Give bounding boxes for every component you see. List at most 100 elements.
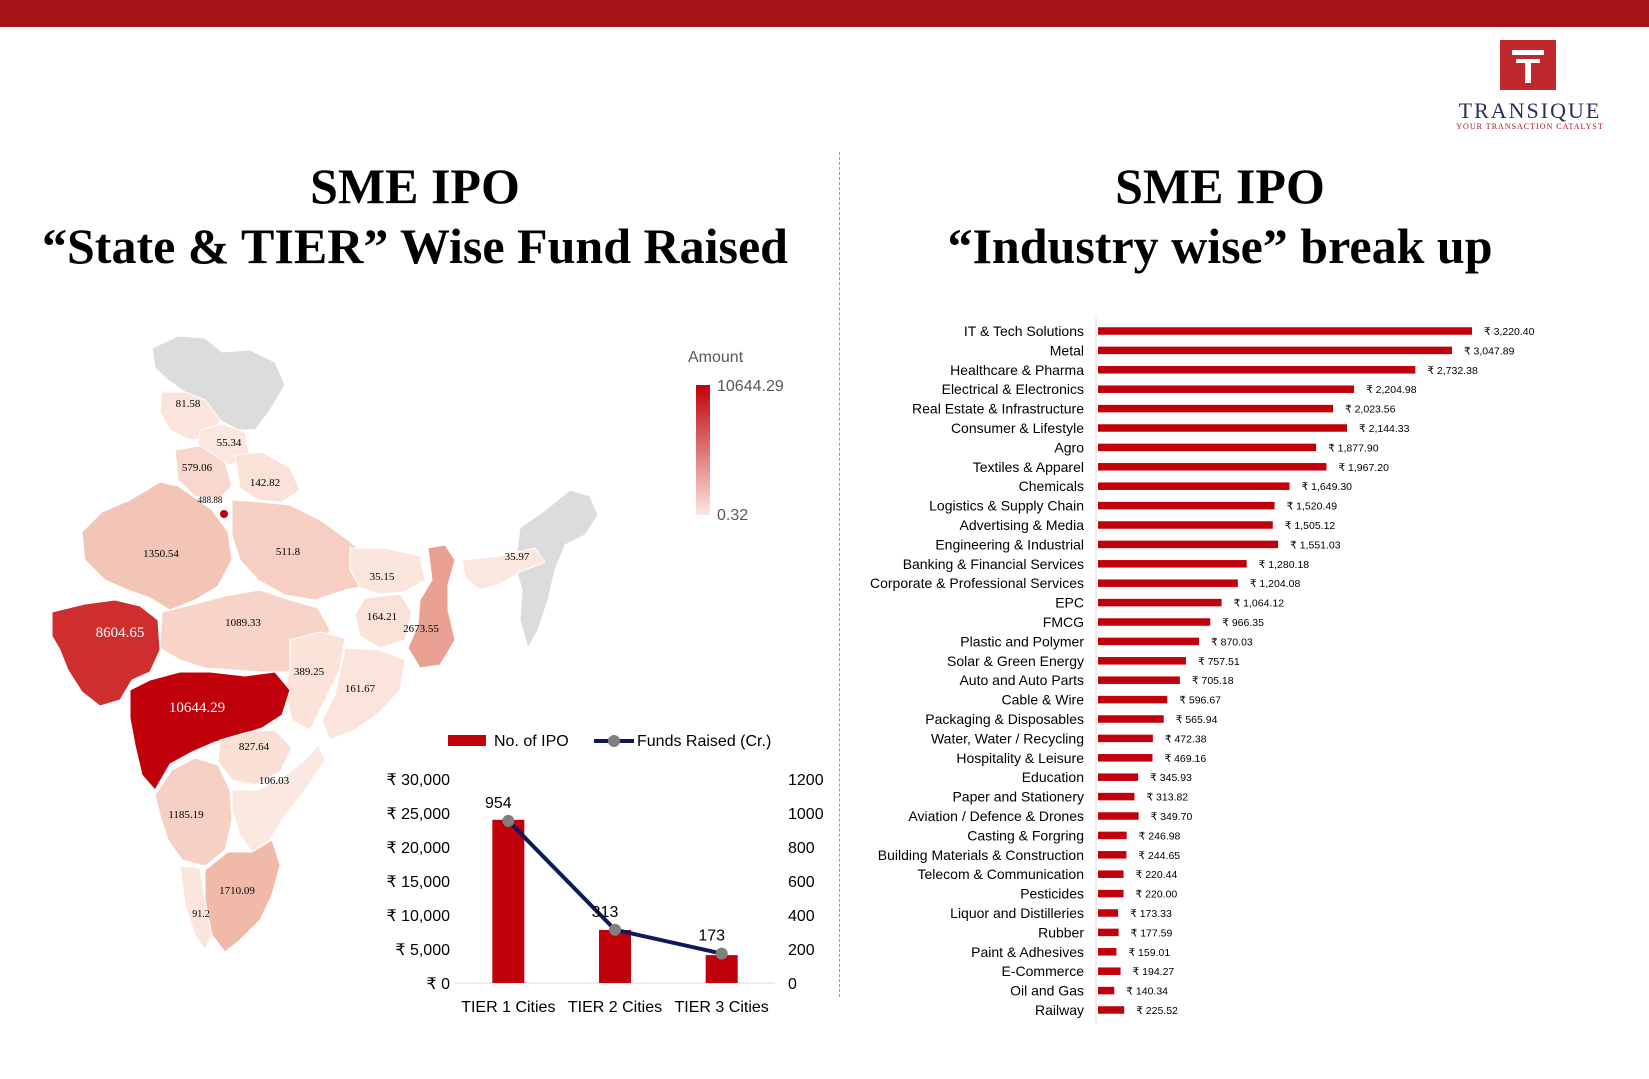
map-region-northeast (514, 489, 599, 650)
map-value-label: 164.21 (367, 611, 397, 623)
industry-bar (1098, 501, 1275, 510)
map-region-andhra-pradesh (231, 744, 326, 853)
map-value-label: 2673.55 (403, 623, 439, 635)
map-value-label: 35.97 (505, 551, 530, 563)
industry-value-label: ₹ 870.03 (1211, 636, 1253, 648)
map-marker-delhi (220, 510, 228, 518)
tier-left-tick: ₹ 15,000 (386, 874, 450, 891)
industry-value-label: ₹ 3,220.40 (1484, 326, 1535, 338)
industry-bar (1098, 540, 1279, 549)
tier-right-tick: 1000 (788, 806, 824, 823)
industry-value-label: ₹ 1,520.49 (1287, 501, 1338, 513)
industry-bar (1098, 424, 1348, 432)
industry-category-label: Engineering & Industrial (935, 536, 1084, 552)
top-accent-bar (0, 0, 1649, 27)
industry-bar (1098, 695, 1168, 704)
map-region-west-bengal (407, 544, 456, 669)
map-region-chhattisgarh (284, 631, 346, 731)
industry-value-label: ₹ 220.44 (1136, 869, 1178, 881)
industry-category-label: Liquor and Distilleries (950, 905, 1084, 921)
map-value-label: 142.82 (250, 477, 280, 489)
industry-value-label: ₹ 2,204.98 (1366, 384, 1417, 396)
industry-bar (1098, 618, 1211, 626)
industry-value-label: ₹ 565.94 (1176, 714, 1218, 726)
map-value-label: 389.25 (294, 666, 325, 678)
map-value-label: 1185.19 (168, 809, 204, 821)
industry-value-label: ₹ 2,732.38 (1427, 365, 1478, 377)
right-title: SME IPO “Industry wise” break up (860, 156, 1580, 276)
logo-mark-icon (1500, 40, 1556, 90)
map-region-gujarat (51, 599, 161, 707)
map-region-odisha (321, 647, 406, 741)
industry-bar (1098, 676, 1180, 684)
industry-category-label: Paper and Stationery (952, 789, 1084, 805)
industry-bar (1098, 773, 1139, 781)
map-value-label: 1089.33 (225, 617, 261, 629)
industry-bar (1098, 366, 1416, 374)
industry-value-label: ₹ 225.52 (1136, 1005, 1178, 1017)
tier-line-point (502, 814, 515, 827)
tier-category-label: TIER 2 Cities (568, 999, 662, 1016)
industry-value-label: ₹ 2,144.33 (1359, 423, 1410, 435)
industry-value-label: ₹ 173.33 (1130, 908, 1172, 920)
tier-combo-chart: No. of IPO Funds Raised (Cr.) ₹ 30,000 ₹ 2… (386, 733, 824, 1016)
tier-legend-bar-swatch (448, 735, 486, 746)
industry-value-label: ₹ 469.16 (1164, 753, 1206, 765)
map-legend-max: 10644.29 (717, 378, 784, 395)
industry-category-label: Logistics & Supply Chain (929, 498, 1084, 514)
tier-right-tick: 0 (788, 976, 797, 993)
right-title-line2: “Industry wise” break up (947, 218, 1493, 274)
left-title: SME IPO “State & TIER” Wise Fund Raised (20, 156, 810, 276)
left-title-line2: “State & TIER” Wise Fund Raised (42, 218, 788, 274)
map-region-telangana (217, 729, 293, 786)
industry-category-label: Agro (1054, 439, 1084, 455)
industry-bar (1098, 889, 1124, 898)
industry-bar (1098, 327, 1472, 335)
industry-category-label: Oil and Gas (1010, 983, 1084, 999)
industry-category-label: EPC (1055, 595, 1084, 611)
map-value-label: 106.03 (259, 775, 290, 787)
industry-value-label: ₹ 1,280.18 (1259, 559, 1310, 571)
section-divider (839, 152, 840, 997)
map-value-label: 1350.54 (143, 548, 179, 560)
map-value-label: 35.15 (370, 571, 395, 583)
map-value-label: 91.2 (192, 909, 210, 920)
tier-left-tick: ₹ 0 (426, 976, 450, 993)
industry-value-label: ₹ 1,505.12 (1285, 520, 1336, 532)
industry-value-label: ₹ 3,047.89 (1464, 345, 1515, 357)
map-legend-min: 0.32 (717, 507, 748, 524)
tier-data-label: 313 (592, 904, 619, 921)
map-value-label: 579.06 (182, 462, 213, 474)
tier-legend-line-marker (608, 735, 620, 747)
map-value-label: 10644.29 (169, 700, 225, 716)
industry-category-label: Banking & Financial Services (903, 556, 1084, 572)
industry-bar (1098, 482, 1290, 490)
industry-value-label: ₹ 194.27 (1133, 966, 1175, 978)
map-region-rajasthan (81, 481, 233, 611)
tier-left-tick: ₹ 5,000 (395, 942, 450, 959)
map-region-uttarakhand (234, 451, 301, 503)
tier-right-tick: 600 (788, 874, 815, 891)
industry-value-label: ₹ 220.00 (1136, 889, 1178, 901)
industry-value-label: ₹ 140.34 (1126, 986, 1168, 998)
industry-category-label: Textiles & Apparel (973, 459, 1084, 475)
tier-right-tick: 1200 (788, 772, 824, 789)
industry-category-label: IT & Tech Solutions (964, 323, 1084, 339)
industry-value-label: ₹ 1,064.12 (1234, 598, 1285, 610)
map-legend-gradient (696, 385, 710, 515)
map-value-label: 1710.09 (219, 885, 255, 897)
tier-left-tick: ₹ 25,000 (386, 806, 450, 823)
industry-category-label: Paint & Adhesives (971, 944, 1084, 960)
industry-bar (1098, 734, 1153, 743)
industry-category-label: Packaging & Disposables (925, 711, 1084, 727)
tier-line-point (609, 923, 621, 936)
tier-right-tick: 800 (788, 840, 815, 857)
map-value-label: 8604.65 (96, 625, 145, 641)
industry-category-label: Auto and Auto Parts (959, 672, 1084, 688)
industry-bar (1098, 637, 1200, 646)
map-region-bihar (349, 547, 426, 595)
industry-bar (1098, 754, 1153, 762)
tier-category-label: TIER 1 Cities (461, 999, 555, 1016)
industry-bar (1098, 463, 1327, 471)
industry-value-label: ₹ 472.38 (1165, 733, 1207, 745)
